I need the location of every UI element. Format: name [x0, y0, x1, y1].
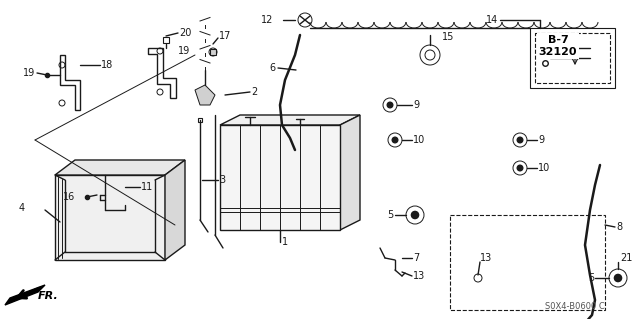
- Text: B-7
32120: B-7 32120: [539, 35, 577, 57]
- Text: 10: 10: [413, 135, 425, 145]
- Text: 13: 13: [413, 271, 425, 281]
- Text: 16: 16: [63, 192, 75, 202]
- Polygon shape: [55, 160, 185, 175]
- Text: 15: 15: [442, 32, 454, 42]
- Text: 3: 3: [219, 175, 225, 185]
- Text: 14: 14: [486, 15, 498, 25]
- Polygon shape: [55, 175, 165, 260]
- Text: 10: 10: [538, 163, 550, 173]
- Text: 4: 4: [19, 203, 25, 213]
- Text: 1: 1: [282, 237, 288, 247]
- Bar: [530, 28, 615, 88]
- Text: 5: 5: [588, 273, 594, 283]
- Text: 5: 5: [387, 210, 393, 220]
- Polygon shape: [220, 125, 340, 230]
- Bar: [535, 33, 610, 83]
- Polygon shape: [195, 85, 215, 105]
- Circle shape: [517, 137, 523, 143]
- Text: 17: 17: [219, 31, 232, 41]
- Text: 2: 2: [251, 87, 257, 97]
- Text: 13: 13: [480, 253, 492, 263]
- Circle shape: [392, 137, 398, 143]
- Text: 18: 18: [101, 60, 113, 70]
- Circle shape: [387, 102, 393, 108]
- Text: 12: 12: [260, 15, 273, 25]
- Bar: [450, 215, 605, 310]
- Text: 6: 6: [270, 63, 276, 73]
- Text: 9: 9: [538, 135, 544, 145]
- Text: 11: 11: [141, 182, 153, 192]
- Text: 20: 20: [179, 28, 191, 38]
- Text: 19: 19: [178, 46, 190, 56]
- Circle shape: [517, 165, 523, 171]
- Text: 8: 8: [616, 222, 622, 232]
- Text: 21: 21: [620, 253, 632, 263]
- Circle shape: [412, 211, 419, 219]
- Text: 19: 19: [23, 68, 35, 78]
- Text: 9: 9: [413, 100, 419, 110]
- Polygon shape: [220, 115, 360, 125]
- Circle shape: [614, 274, 621, 282]
- Polygon shape: [340, 115, 360, 230]
- Text: S0X4-B0600 C: S0X4-B0600 C: [545, 302, 605, 311]
- Polygon shape: [165, 160, 185, 260]
- Polygon shape: [5, 285, 45, 305]
- Text: FR.: FR.: [38, 291, 59, 301]
- Text: 7: 7: [413, 253, 419, 263]
